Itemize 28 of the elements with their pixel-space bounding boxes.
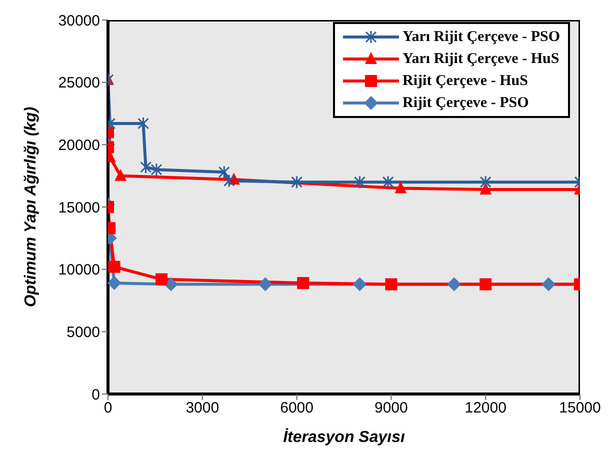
x-tick-label: 3000 bbox=[186, 400, 220, 417]
y-tick-label: 25000 bbox=[58, 74, 100, 92]
x-tick-label: 12000 bbox=[464, 400, 506, 417]
y-tick-label: 30000 bbox=[58, 12, 100, 30]
y-tick-label: 10000 bbox=[58, 262, 100, 279]
legend-label: Rijit Çerçeve - PSO bbox=[402, 94, 529, 112]
point bbox=[258, 277, 272, 292]
point bbox=[394, 181, 407, 194]
x-tick-label: 15000 bbox=[559, 400, 601, 417]
y-axis-title: Optimum Yapı Ağırlığı (kg) bbox=[22, 106, 40, 308]
point bbox=[354, 175, 366, 189]
legend-label: Yarı Rijit Çerçeve - HuS bbox=[402, 50, 560, 68]
point bbox=[291, 175, 303, 189]
point bbox=[480, 175, 492, 189]
legend-label: Yarı Rijit Çerçeve - PSO bbox=[402, 28, 560, 46]
point bbox=[352, 277, 367, 292]
y-tick-label: 15000 bbox=[58, 199, 100, 216]
x-tick-label: 0 bbox=[104, 400, 112, 417]
point bbox=[447, 277, 462, 292]
legend-label: Rijit Çerçeve - HuS bbox=[402, 72, 528, 90]
y-tick-label: 0 bbox=[92, 386, 100, 404]
y-tick-label: 5000 bbox=[66, 324, 100, 341]
point bbox=[382, 175, 394, 189]
y-tick-label: 20000 bbox=[58, 136, 100, 154]
x-axis-title: İterasyon Sayısı bbox=[283, 428, 406, 446]
point bbox=[480, 182, 492, 195]
x-tick-label: 6000 bbox=[280, 400, 314, 417]
x-tick-label: 9000 bbox=[374, 400, 408, 417]
